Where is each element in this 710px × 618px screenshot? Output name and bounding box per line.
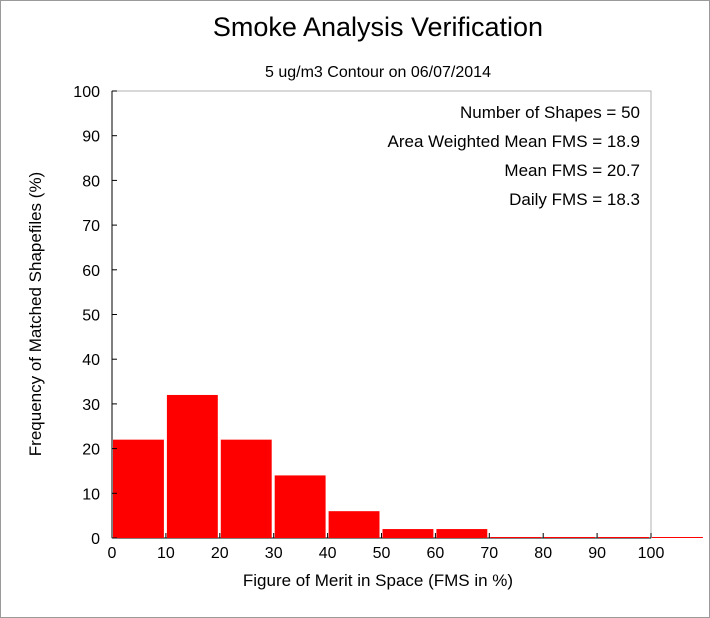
- stats-annotations: Number of Shapes = 50 Area Weighted Mean …: [388, 103, 640, 209]
- histogram-bar: [652, 537, 703, 538]
- y-tick-label: 70: [82, 218, 100, 235]
- y-tick-label: 40: [82, 352, 100, 369]
- x-tick-label: 60: [427, 545, 445, 562]
- stats-annotation: Area Weighted Mean FMS = 18.9: [388, 132, 640, 151]
- x-tick-label: 80: [534, 545, 552, 562]
- x-tick-label: 70: [480, 545, 498, 562]
- histogram-bar: [274, 475, 326, 538]
- y-tick-label: 30: [82, 397, 100, 414]
- histogram-bar: [113, 439, 164, 538]
- y-tick-label: 60: [82, 263, 100, 280]
- y-tick-label: 90: [82, 129, 100, 146]
- histogram-bar: [328, 511, 380, 538]
- x-tick-label: 20: [211, 545, 229, 562]
- histogram-bar: [220, 439, 272, 538]
- y-tick-label: 100: [73, 84, 100, 101]
- x-tick-label: 50: [373, 545, 391, 562]
- y-tick-label: 20: [82, 442, 100, 459]
- x-axis: 0 10 20 30 40 50 60 70 80 90 100: [108, 533, 665, 562]
- histogram-bar: [544, 537, 596, 538]
- bars-group: [113, 394, 703, 538]
- y-axis-label: Frequency of Matched Shapefiles (%): [26, 172, 45, 456]
- histogram-bar: [598, 537, 649, 538]
- y-tick-label: 80: [82, 173, 100, 190]
- x-tick-label: 30: [265, 545, 283, 562]
- x-tick-label: 40: [319, 545, 337, 562]
- y-tick-label: 10: [82, 486, 100, 503]
- chart-title: Smoke Analysis Verification: [213, 12, 543, 42]
- histogram-bar: [436, 529, 488, 538]
- chart-subtitle: 5 ug/m3 Contour on 06/07/2014: [265, 64, 491, 81]
- x-tick-label: 0: [108, 545, 117, 562]
- histogram-bar: [382, 529, 434, 538]
- y-tick-label: 0: [91, 531, 100, 548]
- stats-annotation: Number of Shapes = 50: [460, 103, 640, 122]
- x-tick-label: 90: [588, 545, 606, 562]
- histogram-bar: [166, 394, 218, 538]
- y-axis: 0 10 20 30 40 50 60 70 80 90 100: [73, 84, 117, 548]
- histogram-bar: [490, 537, 542, 538]
- x-tick-label: 100: [638, 545, 665, 562]
- x-axis-label: Figure of Merit in Space (FMS in %): [243, 571, 513, 590]
- x-tick-label: 10: [157, 545, 175, 562]
- stats-annotation: Mean FMS = 20.7: [504, 161, 640, 180]
- y-tick-label: 50: [82, 308, 100, 325]
- stats-annotation: Daily FMS = 18.3: [509, 190, 640, 209]
